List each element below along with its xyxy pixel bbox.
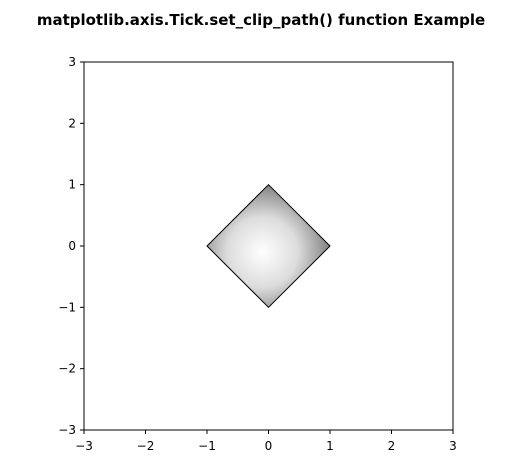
- x-tick-label: −1: [198, 439, 216, 453]
- y-tick-label: −2: [58, 362, 76, 376]
- diamond-clip-edge: [206, 183, 331, 309]
- y-tick-label: 3: [68, 55, 76, 69]
- y-tick-label: 2: [68, 116, 76, 130]
- y-tick-label: −1: [58, 300, 76, 314]
- y-tick-label: 0: [68, 239, 76, 253]
- x-tick-label: 1: [326, 439, 334, 453]
- y-axis-ticks: −3 −2 −1 0 1 2 3: [58, 55, 84, 437]
- x-tick-label: 3: [449, 439, 457, 453]
- x-axis-ticks: −3 −2 −1 0 1 2 3: [75, 430, 457, 453]
- y-tick-label: 1: [68, 178, 76, 192]
- x-tick-label: 0: [265, 439, 273, 453]
- chart-title: matplotlib.axis.Tick.set_clip_path() fun…: [37, 11, 485, 29]
- y-tick-label: −3: [58, 423, 76, 437]
- x-tick-label: 2: [388, 439, 396, 453]
- x-tick-label: −3: [75, 439, 93, 453]
- x-tick-label: −2: [137, 439, 155, 453]
